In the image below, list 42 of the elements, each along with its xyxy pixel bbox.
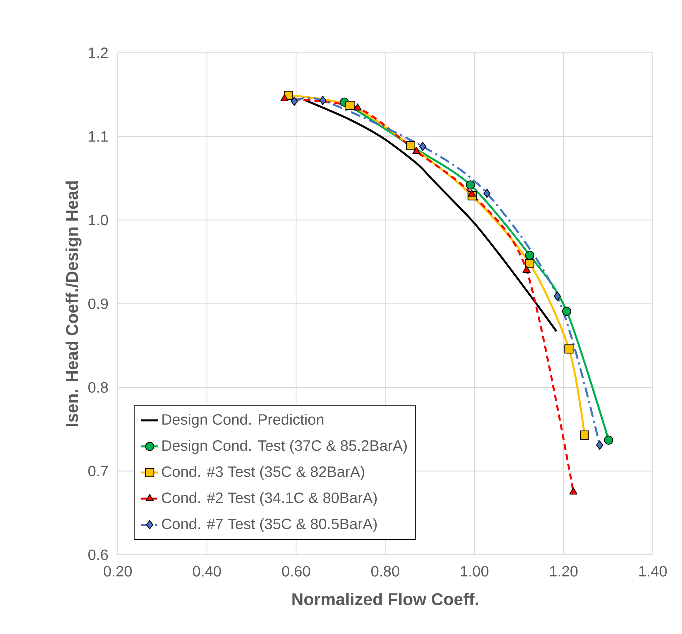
point — [596, 440, 604, 450]
x-axis-title: Normalized Flow Coeff. — [292, 593, 478, 606]
x-tick-label: 0.80 — [372, 566, 400, 577]
y-tick-label: 1.0 — [89, 215, 108, 226]
y-tick-label: 0.6 — [88, 550, 108, 560]
point — [320, 96, 327, 106]
y-tick-label: 1.1 — [89, 132, 108, 142]
point — [346, 101, 355, 110]
line-series — [302, 98, 558, 333]
point — [419, 142, 426, 152]
point — [570, 488, 578, 495]
point — [564, 344, 574, 354]
x-tick-label: 0.40 — [193, 566, 222, 577]
point — [525, 250, 535, 260]
x-tick-label: 1.20 — [550, 566, 578, 577]
point — [580, 430, 590, 440]
legend-label: Design Cond. Prediction — [162, 414, 324, 428]
point — [604, 436, 614, 445]
y-tick-label: 1.2 — [89, 48, 108, 58]
point — [522, 266, 531, 274]
point — [354, 104, 362, 111]
x-tick-label: 0.60 — [282, 566, 310, 577]
point — [554, 292, 562, 302]
legend-label: Cond. #3 Test (35C & 82BarA) — [162, 466, 364, 480]
y-tick-label: 0.8 — [88, 382, 108, 393]
y-tick-label: 0.7 — [88, 466, 108, 477]
point — [562, 306, 572, 316]
x-tick-label: 0.20 — [104, 566, 132, 577]
legend-label: Design Cond. Test (37C & 85.2BarA) — [162, 440, 407, 454]
point — [280, 94, 289, 102]
legend-label: Cond. #7 Test (35C & 80.5BarA) — [162, 518, 377, 532]
point — [525, 259, 535, 268]
point — [412, 147, 421, 154]
x-tick-label: 1.00 — [461, 566, 489, 577]
legend-label: Cond. #2 Test (34.1C & 80BarA) — [162, 492, 377, 506]
point — [466, 180, 476, 190]
point — [484, 188, 491, 198]
y-axis-title: Isen. Head Coeff./Design Head — [66, 182, 82, 426]
x-tick-label: 1.40 — [640, 566, 668, 577]
y-tick-label: 0.9 — [88, 298, 108, 310]
point — [291, 96, 298, 106]
point — [468, 190, 476, 197]
